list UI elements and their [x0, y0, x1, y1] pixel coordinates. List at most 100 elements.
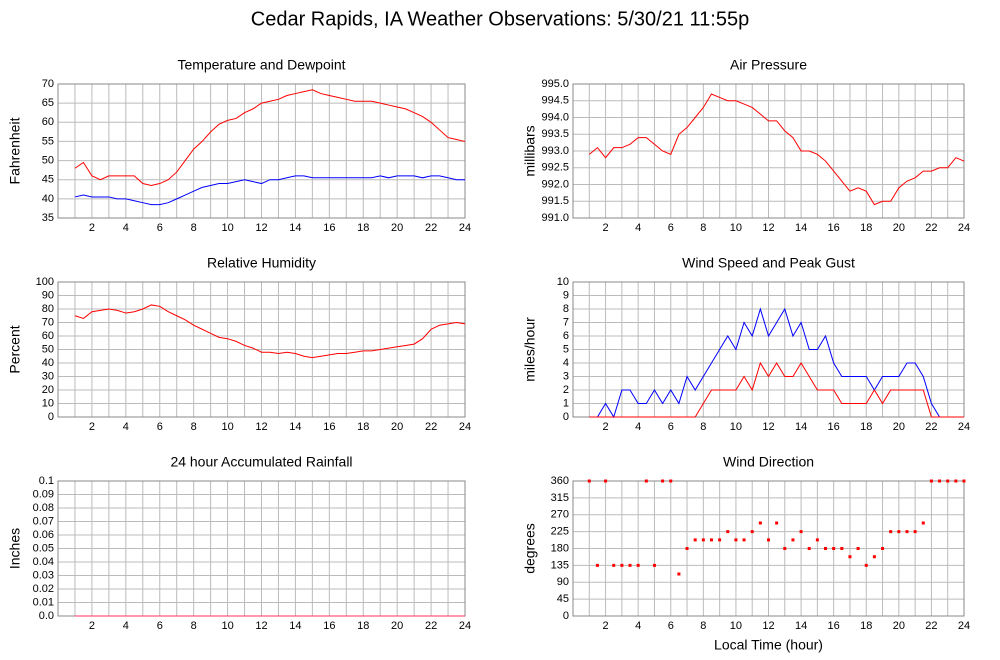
x-tick-label: 12 [762, 620, 774, 632]
point [929, 479, 933, 483]
x-tick-label: 16 [323, 222, 335, 234]
point [612, 563, 616, 567]
y-tick-label: 100 [36, 276, 54, 288]
point [693, 538, 697, 542]
y-tick-label: 0.08 [33, 502, 54, 514]
x-tick-label: 24 [958, 620, 970, 632]
y-tick-label: 90 [557, 576, 569, 588]
point [954, 479, 958, 483]
point [750, 530, 754, 534]
point [685, 547, 689, 550]
point [872, 555, 876, 559]
x-tick-label: 6 [157, 620, 163, 632]
x-tick-label: 14 [289, 421, 301, 433]
y-tick-label: 991.0 [541, 212, 569, 224]
x-tick-label: 12 [762, 421, 774, 433]
x-tick-label: 2 [603, 421, 609, 433]
point [881, 547, 885, 550]
x-tick-label: 24 [459, 620, 471, 632]
y-tick-label: 30 [42, 370, 54, 382]
x-tick-label: 8 [191, 620, 197, 632]
point [775, 521, 779, 525]
point [938, 479, 942, 483]
x-tick-label: 14 [795, 222, 807, 234]
x-tick-label: 18 [860, 222, 872, 234]
x-tick-label: 10 [221, 222, 233, 234]
y-tick-label: 360 [551, 475, 569, 487]
point [677, 572, 681, 576]
point [734, 538, 738, 542]
y-tick-label: 0.05 [33, 542, 54, 554]
y-tick-label: 0.09 [33, 488, 54, 500]
x-tick-label: 10 [221, 620, 233, 632]
y-tick-label: 70 [42, 316, 54, 328]
plot-border [57, 281, 466, 418]
y-tick-label: 80 [42, 303, 54, 315]
point [758, 521, 762, 525]
point [595, 563, 599, 567]
x-tick-label: 12 [762, 222, 774, 234]
x-tick-label: 22 [425, 222, 437, 234]
point [709, 538, 713, 542]
point [832, 547, 836, 550]
y-tick-label: 20 [42, 384, 54, 396]
y-tick-label: 0 [48, 411, 54, 423]
y-tick-label: 60 [42, 116, 54, 128]
point [701, 538, 705, 542]
x-tick-label: 12 [255, 620, 267, 632]
x-tick-label: 6 [157, 222, 163, 234]
y-tick-label: 45 [557, 593, 569, 605]
x-tick-label: 4 [635, 620, 641, 632]
y-tick-label: 65 [42, 97, 54, 109]
x-tick-label: 4 [635, 222, 641, 234]
point [946, 479, 950, 483]
y-tick-label: 40 [42, 193, 54, 205]
x-tick-label: 22 [925, 222, 937, 234]
y-tick-label: 0 [563, 411, 569, 423]
x-tick-label: 14 [795, 620, 807, 632]
y-tick-label: 992.0 [541, 178, 569, 190]
plot-border [572, 83, 965, 219]
y-tick-label: 8 [563, 303, 569, 315]
point [620, 563, 624, 567]
page-title: Cedar Rapids, IA Weather Observations: 5… [251, 8, 749, 30]
point [661, 479, 665, 483]
x-tick-label: 2 [603, 222, 609, 234]
y-tick-label: 6 [563, 330, 569, 342]
x-tick-label: 2 [89, 421, 95, 433]
x-tick-label: 10 [730, 421, 742, 433]
y-tick-label: 55 [42, 135, 54, 147]
x-tick-label: 12 [255, 222, 267, 234]
x-tick-label: 22 [925, 421, 937, 433]
x-tick-label: 22 [425, 421, 437, 433]
point [628, 563, 632, 567]
x-tick-label: 20 [391, 222, 403, 234]
x-tick-label: 4 [123, 620, 129, 632]
point [840, 547, 844, 550]
y-tick-label: 993.0 [541, 145, 569, 157]
point [921, 521, 925, 525]
x-tick-label: 6 [668, 222, 674, 234]
x-tick-label: 16 [828, 222, 840, 234]
series-line [589, 361, 964, 418]
y-tick-label: 3 [563, 370, 569, 382]
y-tick-label: 50 [42, 154, 54, 166]
y-tick-label: 2 [563, 384, 569, 396]
y-tick-label: 180 [551, 542, 569, 554]
x-tick-label: 22 [425, 620, 437, 632]
plot-border [572, 480, 965, 617]
y-tick-label: 0.03 [33, 569, 54, 581]
y-tick-label: 994.5 [541, 95, 569, 107]
x-tick-label: 16 [828, 421, 840, 433]
chart-title: Relative Humidity [207, 255, 316, 271]
x-tick-label: 20 [893, 222, 905, 234]
x-tick-label: 6 [668, 421, 674, 433]
series-line [589, 307, 964, 419]
x-tick-label: 10 [730, 222, 742, 234]
point [848, 555, 852, 559]
x-tick-label: 8 [700, 620, 706, 632]
x-tick-label: 18 [357, 222, 369, 234]
point [604, 479, 608, 483]
point [913, 530, 917, 534]
chart-title: Wind Direction [723, 454, 814, 470]
